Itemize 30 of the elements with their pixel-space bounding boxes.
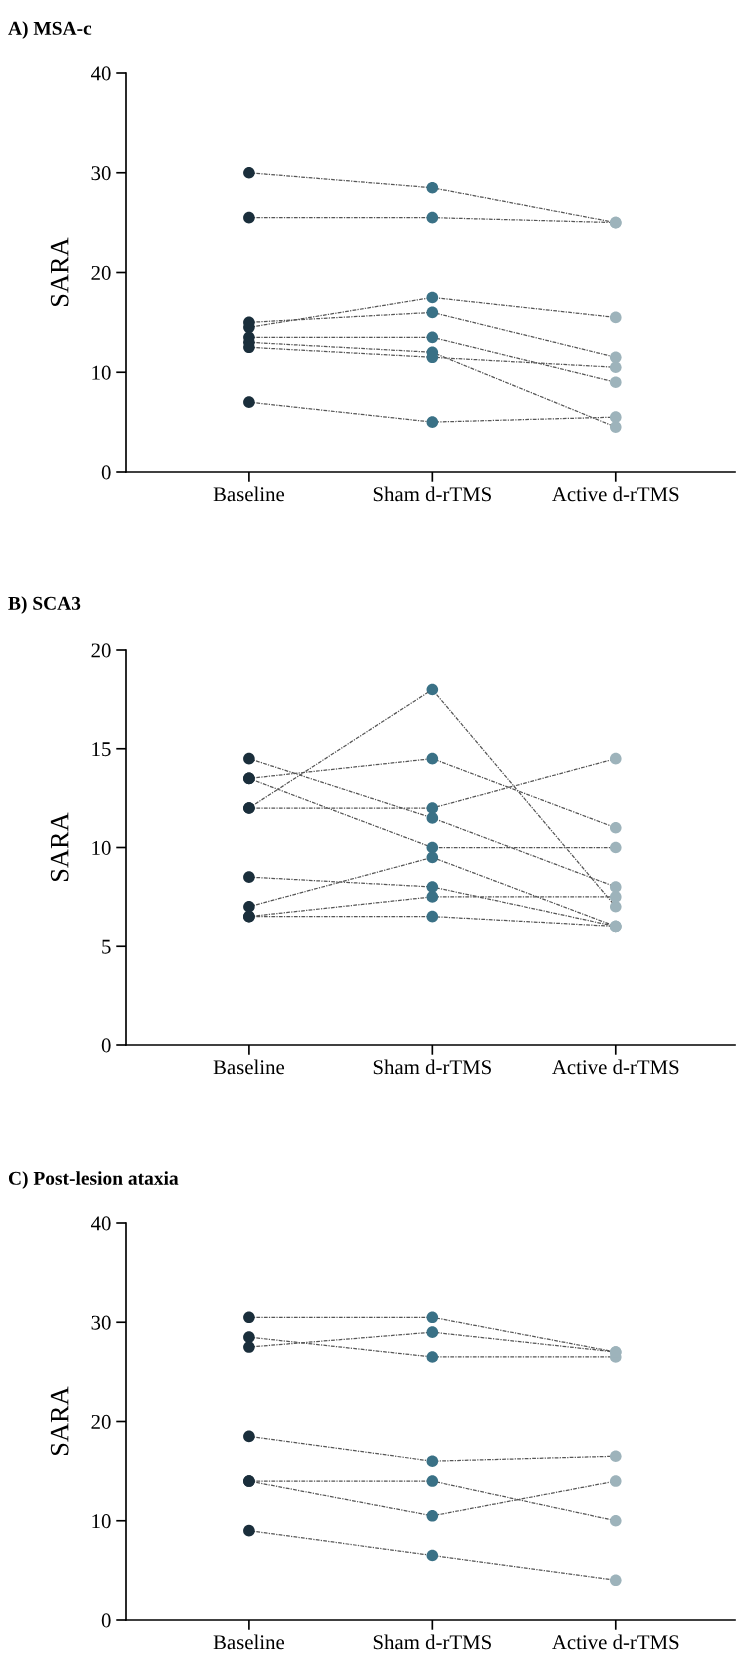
x-tick-label: Active d-rTMS bbox=[552, 1059, 679, 1075]
y-tick-label: 40 bbox=[90, 1216, 111, 1231]
x-tick-label: Baseline bbox=[213, 1634, 285, 1650]
y-axis-title: SARA bbox=[50, 1386, 69, 1455]
x-tick-label: Sham d-rTMS bbox=[373, 1059, 491, 1075]
chart-title: C) Post-lesion ataxia bbox=[8, 1171, 179, 1189]
y-tick-label: 5 bbox=[102, 939, 111, 954]
y-tick-label: 0 bbox=[101, 1038, 111, 1053]
x-tick-label: Sham d-rTMS bbox=[373, 486, 491, 502]
y-tick-label: 15 bbox=[92, 742, 111, 757]
y-tick-label: 30 bbox=[91, 166, 111, 181]
y-axis-title: SARA bbox=[50, 237, 69, 306]
y-tick-label: 10 bbox=[92, 840, 111, 855]
x-tick-label: Baseline bbox=[213, 486, 285, 502]
x-tick-label: Active d-rTMS bbox=[552, 486, 679, 502]
y-tick-label: 10 bbox=[92, 1514, 111, 1529]
y-tick-label: 20 bbox=[91, 1414, 111, 1429]
chart-title: A) MSA-c bbox=[8, 21, 92, 39]
y-tick-label: 40 bbox=[90, 66, 111, 81]
x-tick-label: Baseline bbox=[213, 1059, 285, 1075]
y-axis-title: SARA bbox=[50, 812, 69, 881]
y-tick-label: 0 bbox=[101, 1613, 111, 1628]
y-tick-label: 30 bbox=[91, 1315, 111, 1330]
y-tick-label: 20 bbox=[91, 643, 111, 658]
chart-title: B) SCA3 bbox=[8, 596, 81, 614]
y-tick-label: 20 bbox=[91, 265, 111, 280]
y-tick-label: 0 bbox=[101, 465, 111, 480]
x-tick-label: Active d-rTMS bbox=[552, 1634, 679, 1650]
x-tick-label: Sham d-rTMS bbox=[373, 1634, 491, 1650]
y-tick-label: 10 bbox=[92, 365, 111, 380]
